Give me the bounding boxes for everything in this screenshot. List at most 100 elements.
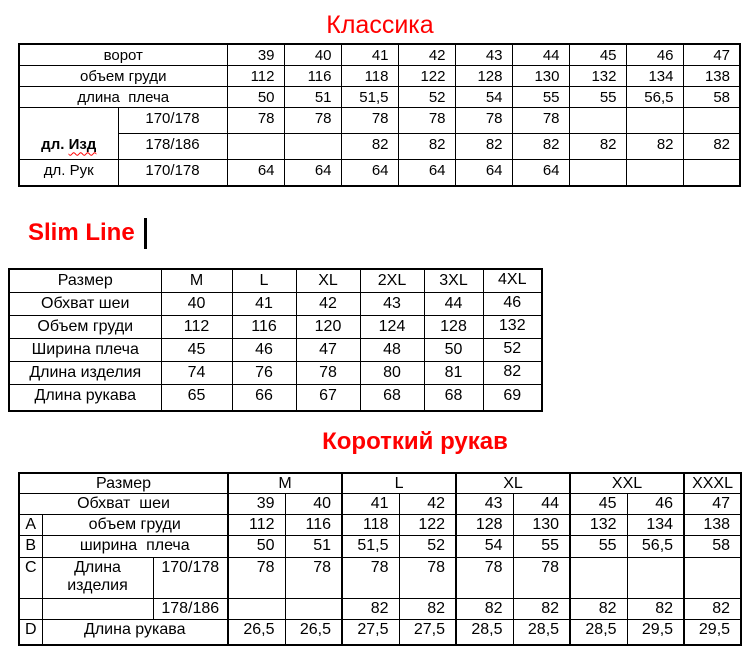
value-cell: 51 bbox=[284, 535, 343, 558]
value-cell: 116 bbox=[284, 514, 343, 536]
value-cell: 68 bbox=[423, 383, 484, 412]
item-length-row-170-178: C Длина изделия 170/178 78 78 78 78 78 7… bbox=[18, 557, 742, 599]
row-label-cell: объем груди bbox=[41, 514, 229, 536]
value-cell: 40 bbox=[283, 43, 342, 66]
sleeve-length-row: Длина рукава 65 66 67 68 68 69 bbox=[8, 383, 543, 412]
value-cell: 50 bbox=[226, 85, 285, 108]
size-header-label-cell: Размер bbox=[18, 472, 229, 494]
row-letter-cell: B bbox=[18, 535, 43, 558]
length-row-label-cell: дл. Изд bbox=[18, 106, 119, 160]
value-cell: 82 bbox=[512, 598, 571, 620]
value-cell: 46 bbox=[625, 43, 684, 66]
value-cell: 45 bbox=[160, 337, 233, 362]
size-header-cell: 3XL bbox=[423, 268, 484, 293]
value-cell: 78 bbox=[295, 360, 361, 385]
slim-line-title-text: Slim Line bbox=[28, 219, 135, 246]
chest-row: A объем груди 112 116 118 122 128 130 13… bbox=[18, 514, 742, 536]
height-range-cell: 178/186 bbox=[152, 598, 229, 620]
value-cell: 134 bbox=[625, 64, 684, 87]
value-cell: 29,5 bbox=[683, 619, 742, 645]
value-cell: 50 bbox=[227, 535, 286, 558]
value-cell: 29,5 bbox=[626, 619, 685, 645]
value-cell: 42 bbox=[398, 493, 457, 515]
value-cell: 78 bbox=[512, 557, 571, 599]
value-cell: 41 bbox=[231, 291, 297, 316]
value-cell: 82 bbox=[341, 598, 400, 620]
value-cell: 116 bbox=[283, 64, 342, 87]
value-cell: 130 bbox=[511, 64, 570, 87]
row-label-cell: Обхват шеи bbox=[18, 493, 229, 515]
length-label-prefix: дл. bbox=[41, 135, 65, 153]
value-cell: 128 bbox=[454, 64, 513, 87]
value-cell: 51,5 bbox=[341, 535, 400, 558]
item-length-row: Длина изделия 74 76 78 80 81 82 bbox=[8, 360, 543, 385]
row-label-cell: ворот bbox=[18, 43, 228, 66]
value-cell: 69 bbox=[482, 383, 543, 412]
row-letter-cell: C bbox=[18, 557, 43, 599]
size-group-cell: XL bbox=[455, 472, 571, 494]
value-cell bbox=[625, 158, 684, 187]
classic-section-title: Классика bbox=[326, 11, 434, 39]
value-cell: 44 bbox=[511, 43, 570, 66]
value-cell: 44 bbox=[423, 291, 484, 316]
value-cell: 82 bbox=[682, 132, 741, 160]
value-cell bbox=[568, 158, 627, 187]
value-cell: 46 bbox=[626, 493, 685, 515]
value-cell: 80 bbox=[359, 360, 425, 385]
size-header-row: Размер M L XL 2XL 3XL 4XL bbox=[8, 268, 543, 293]
value-cell: 56,5 bbox=[625, 85, 684, 108]
value-cell: 122 bbox=[397, 64, 456, 87]
value-cell: 128 bbox=[423, 314, 484, 339]
size-group-cell: XXXL bbox=[683, 472, 742, 494]
value-cell: 130 bbox=[512, 514, 571, 536]
value-cell: 65 bbox=[160, 383, 233, 412]
value-cell bbox=[283, 132, 342, 160]
value-cell: 132 bbox=[569, 514, 628, 536]
value-cell: 112 bbox=[160, 314, 233, 339]
chest-row: объем груди 112 116 118 122 128 130 132 … bbox=[18, 64, 741, 87]
value-cell: 47 bbox=[682, 43, 741, 66]
value-cell: 44 bbox=[512, 493, 571, 515]
text-cursor bbox=[143, 218, 147, 249]
value-cell: 78 bbox=[511, 106, 570, 134]
value-cell: 41 bbox=[340, 43, 399, 66]
value-cell: 41 bbox=[341, 493, 400, 515]
classic-size-table: ворот 39 40 41 42 43 44 45 46 47 объем г… bbox=[18, 43, 741, 187]
size-header-cell: XL bbox=[295, 268, 361, 293]
value-cell: 122 bbox=[398, 514, 457, 536]
value-cell: 28,5 bbox=[569, 619, 628, 645]
value-cell: 64 bbox=[397, 158, 456, 187]
value-cell: 78 bbox=[454, 106, 513, 134]
value-cell: 132 bbox=[482, 314, 543, 339]
value-cell: 134 bbox=[626, 514, 685, 536]
value-cell: 66 bbox=[231, 383, 297, 412]
value-cell: 67 bbox=[295, 383, 361, 412]
value-cell: 26,5 bbox=[227, 619, 286, 645]
value-cell: 55 bbox=[512, 535, 571, 558]
value-cell bbox=[568, 106, 627, 134]
row-label-cell: Ширина плеча bbox=[8, 337, 162, 362]
value-cell: 82 bbox=[340, 132, 399, 160]
value-cell: 82 bbox=[454, 132, 513, 160]
value-cell: 52 bbox=[397, 85, 456, 108]
value-cell: 58 bbox=[682, 85, 741, 108]
value-cell: 78 bbox=[227, 557, 286, 599]
row-label-cell: длина плеча bbox=[18, 85, 228, 108]
size-header-cell: L bbox=[231, 268, 297, 293]
shoulder-row: Ширина плеча 45 46 47 48 50 52 bbox=[8, 337, 543, 362]
value-cell: 52 bbox=[482, 337, 543, 362]
value-cell: 82 bbox=[398, 598, 457, 620]
size-group-cell: M bbox=[226, 472, 343, 494]
value-cell: 112 bbox=[227, 514, 286, 536]
value-cell: 40 bbox=[284, 493, 343, 515]
value-cell: 78 bbox=[226, 106, 285, 134]
size-header-cell: 4XL bbox=[482, 268, 543, 293]
height-range-cell: 170/178 bbox=[117, 106, 228, 134]
value-cell: 124 bbox=[359, 314, 425, 339]
value-cell: 48 bbox=[359, 337, 425, 362]
value-cell: 78 bbox=[284, 557, 343, 599]
value-cell: 118 bbox=[340, 64, 399, 87]
row-label-cell: объем груди bbox=[18, 64, 228, 87]
value-cell: 50 bbox=[423, 337, 484, 362]
row-label-cell: Длина рукава bbox=[8, 383, 162, 412]
